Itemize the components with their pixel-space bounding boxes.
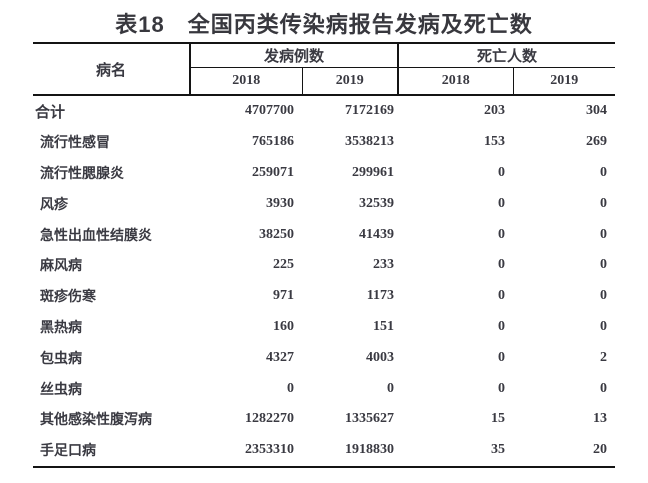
deaths-2019-cell: 2 — [600, 349, 608, 365]
header-group-row: 病名 发病例数 死亡人数 — [33, 42, 616, 96]
cases-2019-cell: 299961 — [352, 164, 395, 180]
deaths-2019-cell: 0 — [600, 288, 608, 304]
deaths-2018-cell: 203 — [484, 103, 506, 119]
table-row: 手足口病 2353310 1918830 35 20 — [33, 434, 616, 468]
deaths-2019-cell: 304 — [586, 103, 608, 119]
cases-2018-cell: 4707700 — [245, 103, 294, 119]
cases-2018-cell: 0 — [287, 380, 294, 396]
table-row: 丝虫病 0 0 0 0 — [33, 373, 615, 404]
deaths-2018-cell: 153 — [484, 134, 506, 150]
deaths-2018-cell: 0 — [498, 195, 506, 211]
disease-name-cell: 黑热病 — [40, 318, 82, 335]
table-row-total: 合计 4707700 7172169 203 304 — [33, 95, 615, 127]
disease-name-cell: 其他感染性腹泻病 — [40, 411, 152, 428]
cases-2019-cell: 233 — [373, 257, 395, 273]
deaths-2018-cell: 0 — [498, 318, 506, 334]
table-row: 流行性感冒 765186 3538213 153 269 — [33, 127, 615, 158]
cases-2019-header: 2019 — [302, 67, 400, 96]
disease-name-cell: 风疹 — [40, 195, 68, 212]
disease-name-cell: 合计 — [35, 103, 66, 121]
deaths-2018-cell: 0 — [498, 226, 506, 242]
cases-2018-cell: 765186 — [252, 134, 294, 150]
deaths-2019-cell: 0 — [600, 318, 608, 334]
cases-2018-cell: 160 — [273, 318, 294, 334]
disease-name-cell: 丝虫病 — [40, 380, 82, 397]
deaths-2018-cell: 0 — [498, 164, 506, 180]
table-row: 斑疹伤寒 971 1173 0 0 — [33, 281, 615, 312]
disease-name-cell: 斑疹伤寒 — [40, 288, 96, 305]
cases-2018-header: 2018 — [190, 67, 303, 96]
table-title: 表18 全国丙类传染病报告发病及死亡数 — [115, 12, 533, 37]
deaths-2018-cell: 35 — [398, 434, 514, 468]
cases-2018-cell: 38250 — [259, 226, 294, 242]
cases-2018-cell: 3930 — [266, 195, 294, 211]
disease-name-cell: 流行性感冒 — [40, 134, 110, 151]
disease-name-cell: 手足口病 — [33, 434, 190, 468]
deaths-2019-cell: 0 — [600, 195, 608, 211]
disease-name-cell: 包虫病 — [40, 349, 82, 366]
table-body: 合计 4707700 7172169 203 304 流行性感冒 765186 … — [33, 95, 616, 468]
deaths-2019-cell: 13 — [593, 411, 608, 427]
deaths-2018-cell: 0 — [498, 257, 506, 273]
cases-2019-cell: 4003 — [366, 349, 395, 365]
table-row: 黑热病 160 151 0 0 — [33, 312, 615, 343]
deaths-2019-header: 2019 — [513, 67, 616, 96]
cases-2018-cell: 259071 — [252, 164, 294, 180]
disease-name-cell: 流行性腮腺炎 — [40, 164, 124, 181]
table-row: 麻风病 225 233 0 0 — [33, 250, 615, 281]
cases-2019-cell: 151 — [373, 318, 395, 334]
cases-group-header: 发病例数 — [190, 42, 400, 68]
deaths-2019-cell: 0 — [600, 164, 608, 180]
deaths-2019-cell: 0 — [600, 226, 608, 242]
cases-2019-cell: 7172169 — [345, 103, 395, 119]
table-row: 急性出血性结膜炎 38250 41439 0 0 — [33, 219, 615, 250]
cases-2018-cell: 1282270 — [245, 411, 294, 427]
cases-2018-cell: 4327 — [266, 349, 294, 365]
cases-2018-cell: 2353310 — [190, 434, 302, 468]
table-header: 病名 发病例数 死亡人数 2018 2019 2018 2019 — [33, 42, 616, 96]
cases-2019-cell: 1918830 — [302, 434, 399, 468]
disease-name-cell: 麻风病 — [40, 257, 82, 274]
cases-2019-cell: 32539 — [359, 195, 395, 211]
header-year-row: 2018 2019 2018 2019 — [33, 67, 616, 96]
deaths-2018-cell: 0 — [498, 380, 506, 396]
cases-2019-cell: 1173 — [366, 288, 395, 304]
disease-statistics-table: 病名 发病例数 死亡人数 2018 2019 2018 2019 合计 4707… — [33, 42, 616, 468]
deaths-2018-cell: 15 — [491, 411, 506, 427]
table-row: 包虫病 4327 4003 0 2 — [33, 342, 615, 373]
table-row: 流行性腮腺炎 259071 299961 0 0 — [33, 158, 615, 189]
deaths-2019-cell: 20 — [513, 434, 616, 468]
disease-name-cell: 急性出血性结膜炎 — [40, 226, 152, 243]
table-row: 风疹 3930 32539 0 0 — [33, 188, 615, 219]
cases-2019-cell: 41439 — [359, 226, 395, 242]
deaths-group-header: 死亡人数 — [398, 42, 616, 68]
cases-2018-cell: 971 — [273, 288, 294, 304]
deaths-2019-cell: 269 — [586, 134, 608, 150]
table-row: 其他感染性腹泻病 1282270 1335627 15 13 — [33, 404, 615, 435]
deaths-2019-cell: 0 — [600, 380, 608, 396]
deaths-2018-header: 2018 — [398, 67, 514, 96]
cases-2019-cell: 1335627 — [345, 411, 395, 427]
cases-2019-cell: 3538213 — [345, 134, 395, 150]
cases-2019-cell: 0 — [387, 380, 395, 396]
cases-2018-cell: 225 — [273, 257, 294, 273]
deaths-2018-cell: 0 — [498, 349, 506, 365]
deaths-2019-cell: 0 — [600, 257, 608, 273]
disease-name-column-header: 病名 — [33, 42, 191, 96]
deaths-2018-cell: 0 — [498, 288, 506, 304]
